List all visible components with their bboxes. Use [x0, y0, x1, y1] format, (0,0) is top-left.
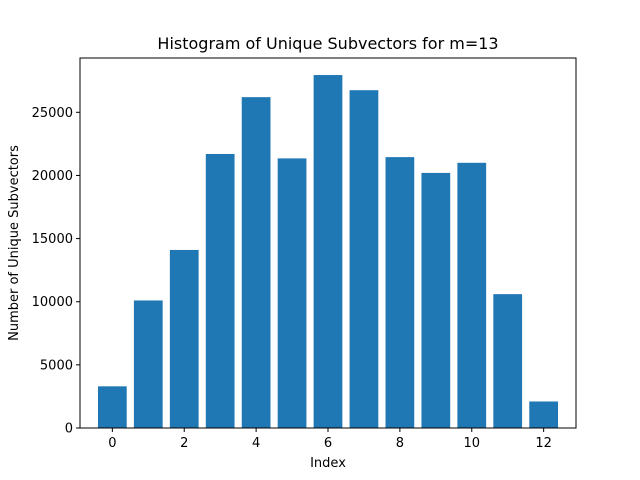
bar-index-1	[133, 300, 163, 428]
x-tick-label: 2	[180, 436, 188, 451]
bar-index-6	[313, 75, 343, 429]
bar-index-2	[169, 249, 199, 428]
y-tick-label: 15000	[32, 232, 73, 247]
x-tick-label: 4	[252, 436, 260, 451]
x-tick-label: 6	[324, 436, 332, 451]
y-tick-label: 0	[65, 422, 73, 437]
bar-index-8	[385, 157, 415, 428]
x-tick-label: 8	[396, 436, 404, 451]
bar-index-5	[277, 158, 307, 428]
plot-area-frame	[79, 57, 577, 429]
bar-index-7	[349, 90, 379, 428]
x-ticks-group: 0 2 4 6 8 10 12	[108, 428, 552, 451]
chart-title: Histogram of Unique Subvectors for m=13	[157, 34, 498, 53]
x-tick-label: 10	[463, 436, 480, 451]
y-ticks-group: 0 5000 10000 15000 20000 25000	[32, 106, 80, 437]
y-tick-label: 10000	[32, 295, 73, 310]
y-axis-label: Number of Unique Subvectors	[7, 145, 22, 341]
bar-index-9	[421, 172, 451, 428]
y-tick-label: 20000	[32, 169, 73, 184]
bar-index-10	[457, 162, 487, 428]
bar-index-4	[241, 97, 271, 429]
bars-group	[97, 75, 559, 429]
y-tick-label: 5000	[40, 358, 73, 373]
x-tick-label: 12	[535, 436, 552, 451]
y-tick-label: 25000	[32, 106, 73, 121]
bar-index-0	[97, 386, 127, 428]
bar-index-11	[493, 294, 523, 428]
bar-index-12	[529, 401, 559, 428]
bar-index-3	[205, 153, 235, 428]
x-tick-label: 0	[108, 436, 116, 451]
x-axis-label: Index	[310, 456, 346, 471]
